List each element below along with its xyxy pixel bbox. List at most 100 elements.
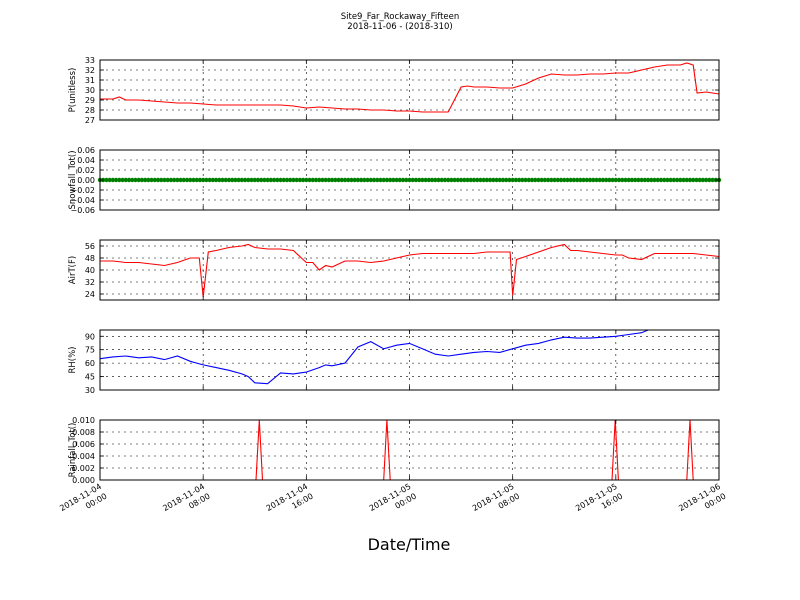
- snowfall-point: [523, 177, 528, 183]
- snowfall-point: [310, 177, 315, 183]
- rh-y-tick-label: 30: [85, 386, 95, 395]
- snowfall-point: [149, 177, 154, 183]
- snowfall-point: [452, 177, 457, 183]
- snowfall-point: [423, 177, 428, 183]
- rh-gridlines: [100, 330, 719, 390]
- snowfall-point: [555, 177, 561, 183]
- snowfall-point: [491, 177, 496, 183]
- snowfall-point: [681, 177, 686, 183]
- snowfall-point: [294, 177, 299, 183]
- snowfall-point: [165, 177, 170, 183]
- snowfall-point: [191, 177, 196, 183]
- snowfall-point: [574, 177, 580, 183]
- snowfall-point: [410, 177, 415, 183]
- snowfall-point: [358, 177, 364, 183]
- snowfall-points: [97, 177, 722, 183]
- snowfall-point: [297, 177, 303, 183]
- snowfall-y-tick-label: 0.02: [77, 166, 95, 175]
- snowfall-point: [571, 177, 577, 183]
- snowfall-point: [678, 177, 683, 183]
- snowfall-point: [400, 177, 406, 183]
- snowfall-point: [378, 177, 383, 183]
- snowfall-point: [184, 177, 190, 183]
- snowfall-point: [252, 177, 257, 183]
- snowfall-point: [271, 177, 277, 183]
- snowfall-point: [487, 177, 493, 183]
- snowfall-point: [433, 177, 438, 183]
- snowfall-point: [284, 177, 290, 183]
- snowfall-point: [642, 177, 648, 183]
- snowfall-point: [126, 177, 132, 183]
- snowfall-point: [162, 177, 167, 183]
- snowfall-point: [565, 177, 570, 183]
- snowfall-point: [355, 177, 361, 183]
- snowfall-point: [513, 177, 519, 183]
- pressure-gridlines: [100, 60, 719, 120]
- snowfall-point: [262, 177, 267, 183]
- snowfall-point: [146, 177, 151, 183]
- snowfall-point: [475, 177, 480, 183]
- snowfall-point: [504, 177, 509, 183]
- snowfall-point: [478, 177, 483, 183]
- snowfall-point: [416, 177, 422, 183]
- snowfall-point: [194, 177, 199, 183]
- snowfall-point: [533, 177, 538, 183]
- snowfall-point: [384, 177, 390, 183]
- snowfall-point: [371, 177, 377, 183]
- rh-y-ticks: 30 45 60 75 90: [85, 332, 719, 395]
- snowfall-point: [226, 177, 232, 183]
- snowfall-point: [687, 177, 693, 183]
- snowfall-point: [536, 177, 541, 183]
- snowfall-point: [339, 177, 344, 183]
- snowfall-point: [104, 177, 109, 183]
- snowfall-point: [468, 177, 473, 183]
- panel-air-temp: 24 32 40 48 56 AirT(F): [68, 239, 720, 301]
- snowfall-point: [246, 177, 251, 183]
- snowfall-point: [516, 177, 522, 183]
- snowfall-point: [413, 177, 419, 183]
- snowfall-point: [697, 177, 702, 183]
- snowfall-point: [123, 177, 128, 183]
- snowfall-y-tick-label: 0.06: [77, 146, 95, 155]
- snowfall-point: [288, 177, 293, 183]
- snowfall-point: [320, 177, 325, 183]
- snowfall-point: [142, 177, 148, 183]
- rainfall-y-tick-label: 0.010: [72, 416, 95, 425]
- pressure-y-tick-label: 32: [85, 66, 95, 75]
- snowfall-point: [204, 177, 209, 183]
- snowfall-point: [155, 177, 161, 183]
- panel-snowfall: −0.06−0.04−0.020.000.020.040.06Snowfall_…: [68, 146, 722, 215]
- snowfall-point: [632, 177, 638, 183]
- rainfall-y-ticks: 0.000 0.002 0.004 0.006 0.008 0.010: [72, 416, 719, 485]
- snowfall-point: [603, 177, 609, 183]
- snowfall-point: [545, 177, 551, 183]
- snowfall-point: [442, 177, 448, 183]
- snowfall-point: [584, 177, 590, 183]
- snowfall-point: [159, 177, 164, 183]
- snowfall-y-axis-label: Snowfall_Tot(): [68, 150, 78, 209]
- snowfall-point: [558, 177, 564, 183]
- snowfall-point: [661, 177, 667, 183]
- snowfall-point: [649, 177, 654, 183]
- snowfall-point: [613, 177, 619, 183]
- snowfall-point: [471, 177, 477, 183]
- snowfall-point: [552, 177, 557, 183]
- pressure-y-tick-label: 30: [85, 86, 95, 95]
- snowfall-point: [607, 177, 612, 183]
- snowfall-point: [291, 177, 296, 183]
- snowfall-point: [236, 177, 241, 183]
- snowfall-point: [258, 177, 264, 183]
- snowfall-point: [587, 177, 593, 183]
- snowfall-point: [539, 177, 544, 183]
- snowfall-point: [710, 177, 715, 183]
- snowfall-point: [568, 177, 573, 183]
- snowfall-point: [275, 177, 280, 183]
- snowfall-point: [404, 177, 409, 183]
- snowfall-point: [265, 177, 270, 183]
- rh-y-tick-label: 90: [85, 332, 95, 341]
- snowfall-point: [139, 177, 145, 183]
- snowfall-point: [691, 177, 696, 183]
